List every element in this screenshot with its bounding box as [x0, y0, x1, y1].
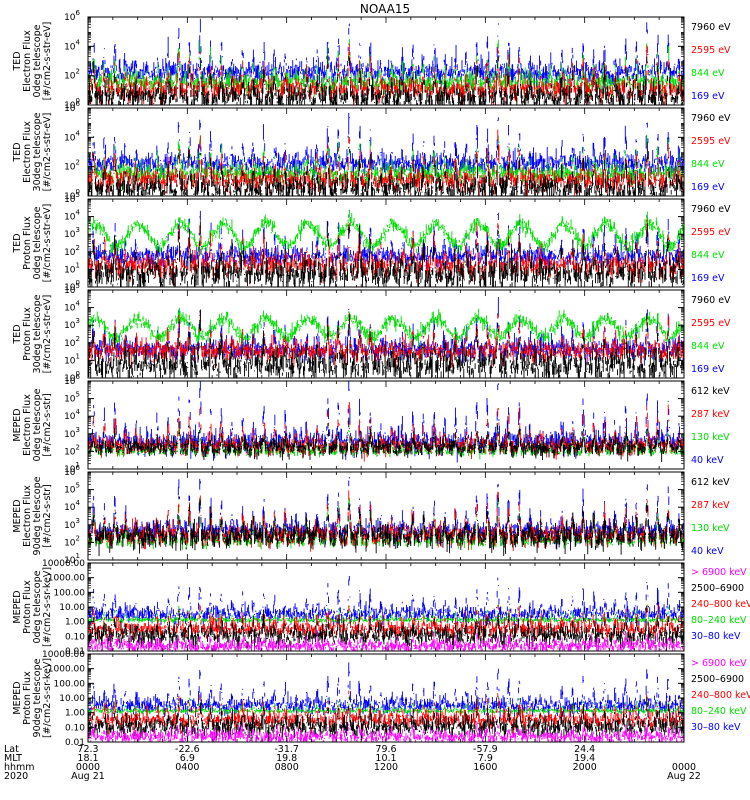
legend-entry: 612 keV: [691, 386, 730, 397]
axis-row-label: MLT: [4, 753, 22, 764]
x-tick-label-lat: 79.6: [375, 744, 396, 755]
y-tick-label: 0.10: [65, 723, 85, 733]
legend-entry: 844 eV: [691, 159, 725, 170]
x-tick-label-hhmm: 0800: [275, 762, 299, 773]
y-tick-label: 100.00: [54, 588, 86, 598]
legend-entry: 844 eV: [691, 250, 725, 261]
legend-entry: 30–80 keV: [691, 631, 741, 642]
legend-entry: > 6900 keV: [691, 567, 747, 578]
x-tick-label-hhmm: 0000: [672, 762, 696, 773]
panel-6-ylabel: MEPEDElectron Flux90deg telescope[#/cm2-…: [12, 476, 53, 555]
legend-entry: > 6900 keV: [691, 658, 747, 669]
y-tick-label: 0.10: [65, 632, 85, 642]
x-tick-label-mlt: 7.9: [478, 753, 493, 764]
y-tick-label: 10000.00: [42, 559, 85, 569]
legend-entry: 287 keV: [691, 409, 730, 420]
figure-title: NOAA15: [360, 2, 410, 16]
legend-entry: 240–800 keV: [691, 690, 750, 701]
legend-entry: 2500–6900: [691, 674, 744, 685]
legend-entry: 40 keV: [691, 546, 724, 557]
x-tick-label-lat: 72.3: [77, 744, 98, 755]
legend-entry: 2595 eV: [691, 318, 731, 329]
legend-entry: 169 eV: [691, 182, 725, 193]
panel-5-ylabel: MEPEDElectron Flux0deg telescope[#/cm2-s…: [12, 388, 53, 461]
legend-entry: 80–240 keV: [691, 706, 747, 717]
x-tick-label-hhmm: 2000: [573, 762, 597, 773]
legend-entry: 40 keV: [691, 455, 724, 466]
panel-1-data: [88, 18, 684, 105]
y-tick-label: 10000.00: [42, 650, 85, 660]
y-tick-label: 10.00: [59, 694, 85, 704]
x-tick-label-hhmm: 0000: [76, 762, 100, 773]
x-tick-label-mlt: 19.8: [276, 753, 297, 764]
legend-entry: 130 keV: [691, 432, 730, 443]
panel-4-data: [88, 296, 684, 378]
panel-1-ylabel: TEDElectron Flux0deg telescope[#/cm2-s-s…: [12, 22, 53, 101]
x-tick-label-mlt: 6.9: [180, 753, 195, 764]
legend-entry: 169 eV: [691, 91, 725, 102]
panel-4-ylabel: TEDProton Flux30deg telescope[#/cm2-s-st…: [12, 294, 53, 373]
legend-entry: 7960 eV: [691, 295, 731, 306]
y-tick-label: 100.00: [54, 679, 86, 689]
x-tick-label-date: Aug 21: [71, 771, 105, 782]
legend-entry: 30–80 keV: [691, 722, 741, 733]
legend-entry: 2595 eV: [691, 45, 731, 56]
y-tick-label: 10.00: [59, 603, 85, 613]
legend-entry: 287 keV: [691, 500, 730, 511]
x-tick-label-mlt: 19.4: [574, 753, 595, 764]
legend-entry: 2595 eV: [691, 136, 731, 147]
axis-row-label: Lat: [4, 744, 19, 755]
legend-entry: 130 keV: [691, 523, 730, 534]
panel-7: 0.010.101.0010.00100.001000.0010000.00ME…: [12, 559, 750, 657]
legend-entry: 169 eV: [691, 273, 725, 284]
legend-entry: 7960 eV: [691, 113, 731, 124]
x-tick-label-mlt: 18.1: [77, 753, 98, 764]
y-tick-label: 1000.00: [48, 665, 85, 675]
x-tick-label-hhmm: 1600: [473, 762, 497, 773]
legend-entry: 844 eV: [691, 68, 725, 79]
y-tick-label: 0.01: [65, 647, 85, 657]
panel-7-ylabel: MEPEDProton Flux0deg telescope[#/cm2-s-s…: [12, 567, 53, 647]
x-tick-label-lat: -22.6: [175, 744, 200, 755]
legend-entry: 7960 eV: [691, 204, 731, 215]
legend-entry: 240–800 keV: [691, 599, 750, 610]
axis-row-label: 2020: [4, 771, 28, 782]
x-tick-label-lat: -31.7: [274, 744, 299, 755]
legend-entry: 612 keV: [691, 477, 730, 488]
panel-3-ylabel: TEDProton Flux0deg telescope[#/cm2-s-str…: [12, 204, 53, 283]
x-tick-label-hhmm: 0400: [175, 762, 199, 773]
x-tick-label-lat: 24.4: [574, 744, 595, 755]
panel-8: 0.01 0.10 1.00 10.00 100.00 1000.00 10000.00ME…: [12, 650, 750, 748]
panel-8-ylabel: MEPEDProton Flux90deg telescope[#/cm2-s-…: [12, 658, 53, 738]
panel-7-data: [88, 575, 684, 651]
y-tick-label: 1.00: [65, 618, 85, 628]
x-tick-label-mlt: 10.1: [375, 753, 396, 764]
axis-row-label: hhmm: [4, 762, 35, 773]
panel-2-ylabel: TEDElectron Flux30deg telescope[#/cm2-s-…: [12, 112, 53, 191]
y-tick-label: 0.01: [65, 738, 85, 748]
legend-entry: 80–240 keV: [691, 615, 747, 626]
legend-entry: 2595 eV: [691, 227, 731, 238]
legend-entry: 7960 eV: [691, 22, 731, 33]
legend-entry: 169 eV: [691, 364, 725, 375]
legend-entry: 2500–6900: [691, 583, 744, 594]
x-tick-label-hhmm: 1200: [374, 762, 398, 773]
y-tick-label: 1000.00: [48, 574, 85, 584]
x-tick-label-date: Aug 22: [667, 771, 701, 782]
x-tick-label-lat: -57.9: [473, 744, 498, 755]
y-tick-label: 1.00: [65, 709, 85, 719]
legend-entry: 844 eV: [691, 341, 725, 352]
